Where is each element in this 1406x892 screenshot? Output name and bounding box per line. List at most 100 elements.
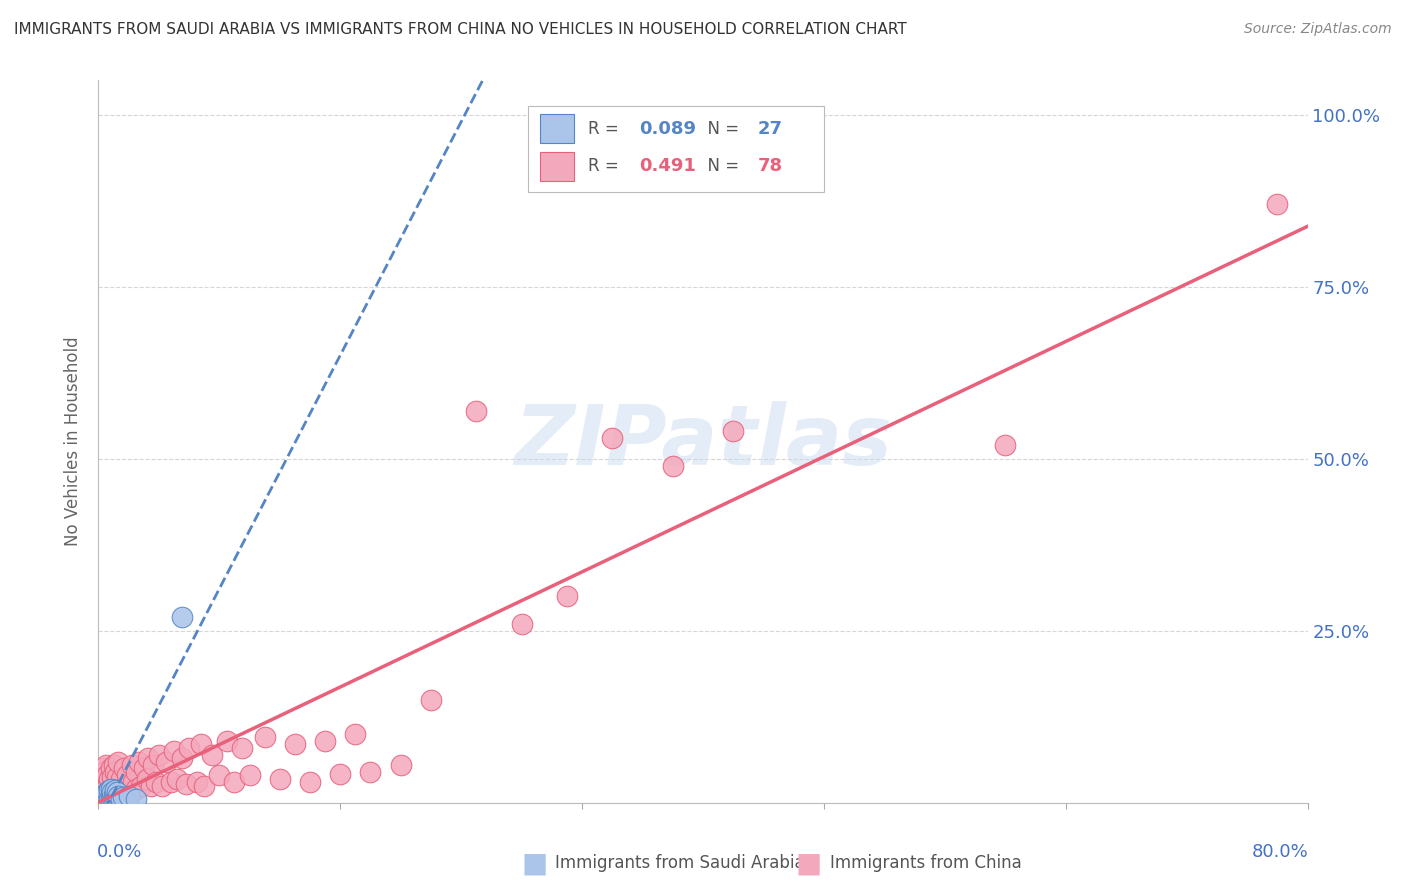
Point xyxy=(284,737,307,751)
Point xyxy=(103,785,125,799)
Text: N =: N = xyxy=(697,120,744,137)
Point xyxy=(170,751,193,765)
Point xyxy=(90,782,112,797)
Point xyxy=(239,768,262,782)
Point xyxy=(105,770,128,784)
Point xyxy=(145,775,167,789)
FancyBboxPatch shape xyxy=(527,105,824,193)
Point xyxy=(122,775,145,789)
Point xyxy=(100,782,122,797)
Point xyxy=(93,790,115,805)
Point xyxy=(201,747,224,762)
Point xyxy=(101,791,124,805)
Y-axis label: No Vehicles in Household: No Vehicles in Household xyxy=(65,336,83,547)
Point xyxy=(94,758,117,772)
Point xyxy=(93,764,115,779)
Point xyxy=(103,792,125,806)
Point xyxy=(118,785,141,799)
Point xyxy=(91,789,114,803)
Point xyxy=(93,788,115,802)
Point xyxy=(94,782,117,797)
Point xyxy=(105,785,128,799)
Point xyxy=(186,775,208,789)
Point xyxy=(269,772,291,786)
Point xyxy=(166,772,188,786)
Point xyxy=(94,793,117,807)
Point xyxy=(142,758,165,772)
Point xyxy=(107,782,129,797)
Point xyxy=(104,764,127,779)
Point xyxy=(160,775,183,789)
Point xyxy=(510,616,533,631)
Point xyxy=(94,789,117,803)
Point xyxy=(360,764,382,779)
Point xyxy=(98,788,121,802)
Point xyxy=(103,788,125,802)
Text: IMMIGRANTS FROM SAUDI ARABIA VS IMMIGRANTS FROM CHINA NO VEHICLES IN HOUSEHOLD C: IMMIGRANTS FROM SAUDI ARABIA VS IMMIGRAN… xyxy=(14,22,907,37)
Point xyxy=(193,779,215,793)
Point xyxy=(224,775,246,789)
Text: 80.0%: 80.0% xyxy=(1251,843,1309,861)
Point xyxy=(125,764,148,779)
Point xyxy=(121,758,143,772)
Point xyxy=(420,692,443,706)
Point xyxy=(118,789,141,803)
Text: R =: R = xyxy=(588,157,624,175)
Point xyxy=(253,731,276,745)
Text: R =: R = xyxy=(588,120,624,137)
Point xyxy=(107,755,129,769)
Text: 78: 78 xyxy=(758,157,783,175)
Point xyxy=(208,768,231,782)
Point xyxy=(170,610,193,624)
Point xyxy=(231,740,253,755)
Text: Immigrants from Saudi Arabia: Immigrants from Saudi Arabia xyxy=(555,855,806,872)
Bar xyxy=(540,152,574,181)
Point xyxy=(110,772,132,786)
Point xyxy=(107,789,129,803)
Point xyxy=(101,770,124,784)
Point xyxy=(98,792,121,806)
Point xyxy=(100,789,122,803)
Text: 0.0%: 0.0% xyxy=(97,843,142,861)
Point xyxy=(141,779,163,793)
Point xyxy=(110,785,132,799)
Point xyxy=(389,758,412,772)
Point xyxy=(104,783,127,797)
Point xyxy=(104,779,127,793)
Point xyxy=(98,772,121,786)
Point xyxy=(128,755,150,769)
Text: 0.491: 0.491 xyxy=(638,157,696,175)
Text: 0.089: 0.089 xyxy=(638,120,696,137)
Point xyxy=(91,790,114,805)
Point xyxy=(96,785,118,799)
Point xyxy=(299,775,322,789)
Point xyxy=(135,772,157,786)
Point xyxy=(90,792,112,806)
Point xyxy=(148,747,170,762)
Text: N =: N = xyxy=(697,157,744,175)
Point xyxy=(96,785,118,799)
Point xyxy=(132,761,155,775)
Point xyxy=(93,794,115,808)
Point xyxy=(101,789,124,803)
Point xyxy=(111,780,134,795)
Point xyxy=(114,783,136,797)
Point xyxy=(344,727,367,741)
Bar xyxy=(540,114,574,143)
Text: Immigrants from China: Immigrants from China xyxy=(830,855,1021,872)
Point xyxy=(110,792,132,806)
Point xyxy=(125,782,148,797)
Point xyxy=(465,403,488,417)
Point xyxy=(115,768,138,782)
Point xyxy=(100,783,122,797)
Point xyxy=(179,740,201,755)
Point xyxy=(155,755,177,769)
Point xyxy=(661,458,683,473)
Point xyxy=(723,424,745,438)
Point xyxy=(150,779,173,793)
Point xyxy=(96,768,118,782)
Text: Source: ZipAtlas.com: Source: ZipAtlas.com xyxy=(1244,22,1392,37)
Point xyxy=(100,794,122,808)
Point xyxy=(104,790,127,805)
Point xyxy=(129,779,152,793)
